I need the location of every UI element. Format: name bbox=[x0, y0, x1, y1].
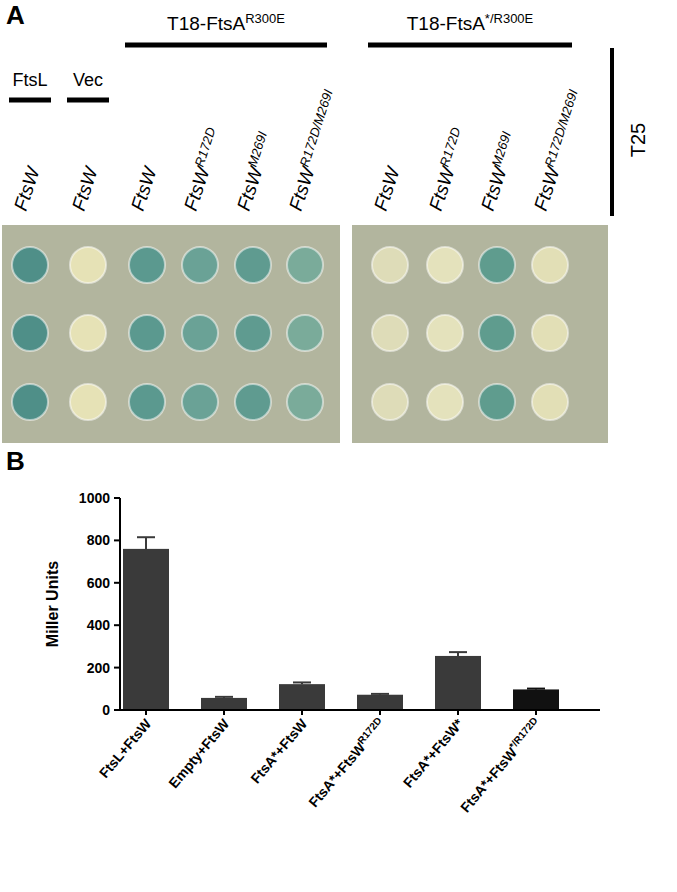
column-label: FtsWR172D/M269I bbox=[527, 87, 588, 213]
colony-spot bbox=[12, 315, 48, 351]
y-tick-label: 1000 bbox=[79, 490, 110, 506]
side-bar bbox=[610, 48, 614, 216]
column-label: FtsWM269I bbox=[230, 129, 277, 213]
colony-spot bbox=[532, 384, 568, 420]
plate bbox=[352, 225, 608, 443]
group-label: FtsL bbox=[12, 70, 47, 90]
colony-spot bbox=[70, 384, 106, 420]
y-axis bbox=[119, 498, 121, 710]
colony-spot bbox=[532, 247, 568, 283]
x-tick bbox=[535, 710, 537, 715]
y-tick-label: 200 bbox=[87, 660, 111, 676]
error-bar bbox=[293, 682, 311, 684]
colony-spot bbox=[287, 384, 323, 420]
colony-spot bbox=[287, 315, 323, 351]
column-label: FtsWR172D/M269I bbox=[282, 87, 343, 213]
bar bbox=[201, 698, 247, 710]
x-tick-label: FtsL+FtsW bbox=[96, 715, 155, 781]
colony-spot bbox=[427, 247, 463, 283]
column-label: FtsWR172D bbox=[177, 125, 226, 213]
x-tick bbox=[457, 710, 459, 715]
bar bbox=[357, 695, 403, 710]
x-tick bbox=[145, 710, 147, 715]
colony-spot bbox=[182, 247, 218, 283]
column-label: FtsW bbox=[10, 163, 44, 214]
error-bar bbox=[449, 652, 467, 656]
x-tick bbox=[301, 710, 303, 715]
group-bar bbox=[9, 98, 51, 103]
colony-spot bbox=[427, 315, 463, 351]
y-tick-label: 800 bbox=[87, 532, 111, 548]
colony-spot bbox=[372, 247, 408, 283]
colony-spot bbox=[12, 384, 48, 420]
colony-spot bbox=[12, 247, 48, 283]
y-tick bbox=[114, 709, 120, 711]
colony-spot bbox=[129, 247, 165, 283]
colony-spot bbox=[479, 315, 515, 351]
colony-spot bbox=[129, 315, 165, 351]
colony-spot bbox=[235, 247, 271, 283]
group-bar bbox=[368, 43, 572, 48]
colony-spot bbox=[235, 315, 271, 351]
colony-spot bbox=[532, 315, 568, 351]
x-tick-label: Empty+FtsW bbox=[165, 715, 233, 791]
error-bar bbox=[215, 697, 233, 698]
bar bbox=[279, 684, 325, 710]
panel-label: A bbox=[6, 0, 25, 30]
group-label: Vec bbox=[73, 70, 103, 90]
x-tick bbox=[223, 710, 225, 715]
y-tick bbox=[114, 624, 120, 626]
side-label: T25 bbox=[627, 123, 649, 157]
group-bar bbox=[125, 43, 327, 48]
column-label: FtsWR172D bbox=[422, 125, 471, 213]
colony-spot bbox=[427, 384, 463, 420]
column-label: FtsW bbox=[68, 163, 102, 214]
x-tick-label: FtsA*+FtsW*/R172D bbox=[456, 715, 544, 816]
x-axis bbox=[120, 709, 600, 711]
colony-spot bbox=[70, 315, 106, 351]
panel-label: B bbox=[6, 446, 25, 476]
plate bbox=[2, 225, 340, 443]
y-tick bbox=[114, 582, 120, 584]
error-bar bbox=[371, 693, 389, 695]
x-tick bbox=[379, 710, 381, 715]
x-tick-label: FtsA*+FtsWR172D bbox=[304, 715, 388, 811]
group-label: T18-FtsAR300E bbox=[167, 11, 285, 35]
y-tick bbox=[114, 539, 120, 541]
bar bbox=[123, 549, 169, 710]
y-tick-label: 600 bbox=[87, 575, 111, 591]
colony-spot bbox=[479, 247, 515, 283]
column-label: FtsW bbox=[370, 163, 404, 214]
group-bar bbox=[67, 98, 109, 103]
colony-spot bbox=[182, 384, 218, 420]
colony-spot bbox=[479, 384, 515, 420]
figure: AFtsWFtsWFtsWFtsWR172DFtsWM269IFtsWR172D… bbox=[0, 0, 677, 892]
y-tick bbox=[114, 667, 120, 669]
x-tick-label: FtsA*+FtsW bbox=[247, 715, 311, 786]
colony-spot bbox=[372, 384, 408, 420]
colony-spot bbox=[287, 247, 323, 283]
colony-spot bbox=[235, 384, 271, 420]
column-label: FtsW bbox=[127, 163, 161, 214]
y-tick bbox=[114, 497, 120, 499]
bar bbox=[435, 656, 481, 710]
column-label: FtsWM269I bbox=[474, 129, 521, 213]
colony-spot bbox=[129, 384, 165, 420]
x-tick-label: FtsA*+FtsW* bbox=[400, 715, 467, 790]
error-bar bbox=[137, 537, 155, 549]
colony-spot bbox=[182, 315, 218, 351]
plot-area bbox=[123, 537, 559, 710]
error-bar bbox=[527, 688, 545, 690]
group-label: T18-FtsA*/R300E bbox=[407, 11, 534, 35]
bar bbox=[513, 689, 559, 710]
colony-spot bbox=[372, 315, 408, 351]
colony-spot bbox=[70, 247, 106, 283]
y-tick-label: 400 bbox=[87, 617, 111, 633]
y-axis-label: Miller Units bbox=[44, 561, 61, 647]
y-tick-label: 0 bbox=[102, 702, 110, 718]
